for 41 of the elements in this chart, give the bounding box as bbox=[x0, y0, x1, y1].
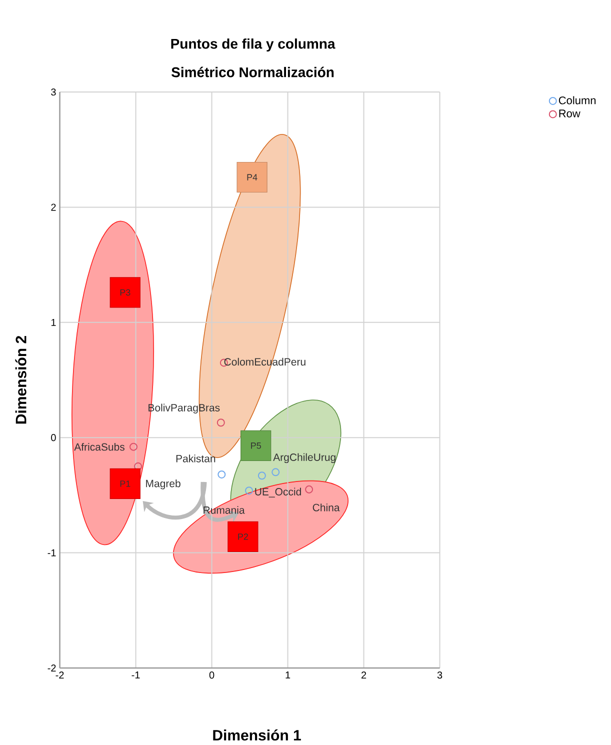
y-axis-title: Dimensión 2 bbox=[15, 336, 26, 424]
point bbox=[110, 468, 141, 499]
point bbox=[130, 442, 138, 451]
data-label: P3 bbox=[120, 289, 130, 296]
y-tick-label: 2 bbox=[51, 204, 56, 211]
x-tick-label: 1 bbox=[286, 672, 290, 678]
y-tick-label: 0 bbox=[51, 434, 56, 442]
data-label: P2 bbox=[238, 534, 248, 540]
chart-subtitle: Simétrico Normalización bbox=[172, 66, 334, 78]
data-label: UE_Occid bbox=[255, 488, 302, 498]
chart-title: Puntos de fila y columna bbox=[171, 38, 336, 52]
data-label: ArgChileUrug bbox=[273, 453, 336, 464]
point bbox=[245, 486, 254, 495]
y-tick-label: -1 bbox=[48, 549, 56, 556]
y-tick-label: -2 bbox=[48, 664, 56, 672]
point bbox=[228, 521, 258, 552]
y-tick-label: 3 bbox=[51, 88, 56, 96]
data-label: P4 bbox=[247, 174, 258, 180]
x-tick-label: 2 bbox=[362, 672, 366, 679]
legend-label: Column bbox=[559, 96, 596, 104]
x-axis-title: Dimensión 1 bbox=[213, 729, 302, 741]
data-label: P1 bbox=[120, 480, 130, 487]
x-tick-label: 0 bbox=[209, 672, 214, 679]
point bbox=[236, 162, 268, 193]
point bbox=[217, 418, 226, 427]
x-tick-label: 3 bbox=[437, 672, 442, 679]
point bbox=[272, 468, 280, 476]
data-label: China bbox=[312, 504, 340, 512]
point bbox=[305, 485, 314, 494]
point bbox=[240, 430, 272, 461]
point bbox=[110, 277, 141, 308]
data-label: AfricaSubs bbox=[74, 442, 125, 451]
point bbox=[258, 472, 266, 480]
y-tick-label: 1 bbox=[52, 318, 56, 326]
data-label: Magreb bbox=[146, 480, 181, 490]
data-label: Pakistan bbox=[176, 454, 216, 462]
x-tick-label: -1 bbox=[132, 672, 140, 678]
annotation: Rumania bbox=[204, 506, 245, 514]
point bbox=[218, 470, 226, 478]
legend-label: Row bbox=[559, 110, 580, 118]
data-label: P5 bbox=[251, 442, 262, 449]
